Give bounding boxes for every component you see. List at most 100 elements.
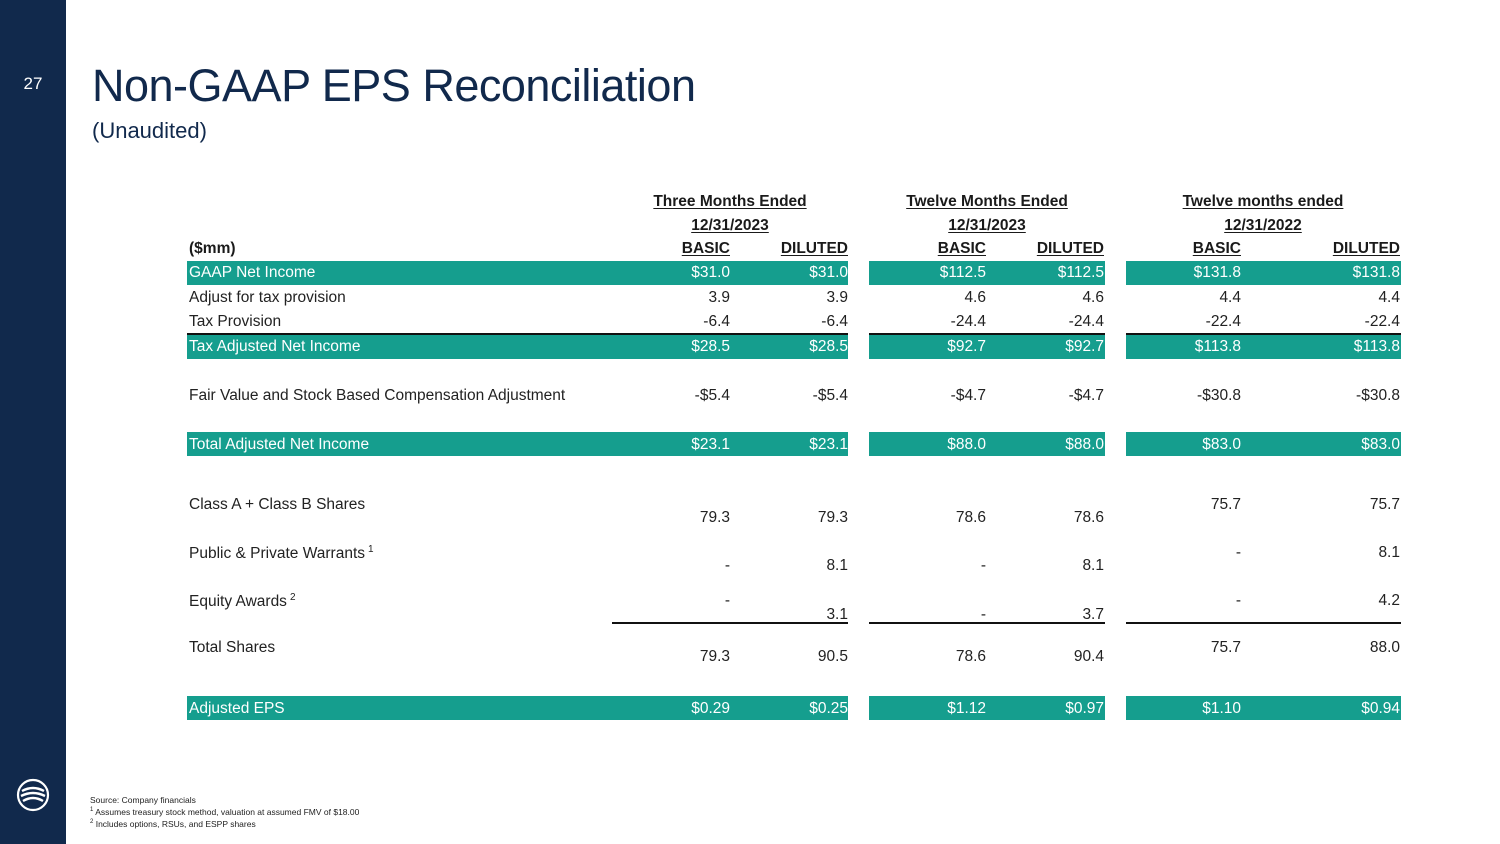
table-cell: 4.2 — [1378, 592, 1400, 609]
table-cell: 78.6 — [955, 648, 986, 665]
row-label-total-shares: Total Shares — [189, 639, 276, 656]
table-cell: $113.8 — [1194, 338, 1241, 355]
row-label-adjusted-eps: Adjusted EPS — [189, 700, 285, 717]
source-note: Source: Company financials — [90, 795, 196, 805]
row-label-class-shares: Class A + Class B Shares — [189, 496, 366, 513]
highlight-band — [187, 335, 848, 359]
row-label-tax-adjusted: Tax Adjusted Net Income — [189, 338, 361, 355]
period-1-date: 12/31/2023 — [691, 217, 769, 234]
highlight-band — [1126, 432, 1401, 456]
row-label-tax-provision: Tax Provision — [189, 313, 282, 330]
table-cell: 8.1 — [826, 557, 848, 574]
highlight-band — [869, 261, 1105, 285]
table-cell: 4.4 — [1219, 289, 1241, 306]
table-cell: $131.8 — [1352, 264, 1400, 281]
table-cell: $83.0 — [1202, 436, 1241, 453]
highlight-band — [869, 432, 1105, 456]
table-cell: 75.7 — [1369, 496, 1400, 513]
highlight-band — [1126, 696, 1401, 720]
table-cell: 3.1 — [826, 606, 848, 623]
highlight-band — [187, 261, 848, 285]
row-label-warrants: Public & Private Warrants 1 — [189, 544, 374, 563]
table-cell: $92.7 — [947, 338, 986, 355]
table-cell: $113.8 — [1353, 338, 1400, 355]
footnote-1: 1 Assumes treasury stock method, valuati… — [90, 807, 360, 817]
table-cell: -$4.7 — [950, 387, 986, 404]
table-cell: $23.1 — [809, 436, 848, 453]
table-cell: $28.5 — [809, 338, 848, 355]
highlight-band — [187, 696, 848, 720]
table-cell: - — [980, 557, 986, 574]
diluted-header: DILUTED — [1332, 240, 1400, 257]
period-1-header: Three Months Ended — [653, 193, 807, 210]
divider — [1126, 622, 1401, 624]
table-cell: -$30.8 — [1356, 387, 1400, 404]
table-cell: 3.9 — [826, 289, 848, 306]
table-cell: 8.1 — [1082, 557, 1104, 574]
unit-label: ($mm) — [189, 240, 236, 257]
table-cell: -22.4 — [1364, 313, 1400, 330]
table-cell: $88.0 — [1065, 436, 1104, 453]
table-cell: $28.5 — [691, 338, 730, 355]
table-cell: 78.6 — [955, 509, 986, 526]
period-3-header: Twelve months ended — [1182, 193, 1344, 210]
table-cell: 88.0 — [1369, 639, 1400, 656]
table-cell: $112.5 — [1057, 264, 1104, 281]
divider — [1126, 333, 1401, 335]
table-cell: - — [724, 557, 730, 574]
period-2-date: 12/31/2023 — [948, 217, 1026, 234]
divider — [869, 622, 1105, 624]
table-cell: 90.4 — [1073, 648, 1104, 665]
table-cell: -24.4 — [1068, 313, 1104, 330]
basic-header: BASIC — [937, 240, 986, 257]
table-cell: $92.7 — [1065, 338, 1104, 355]
basic-header: BASIC — [681, 240, 730, 257]
table-cell: $112.5 — [939, 264, 986, 281]
table-cell: 90.5 — [817, 648, 848, 665]
table-cell: -$5.4 — [694, 387, 730, 404]
table-cell: 75.7 — [1210, 639, 1241, 656]
table-cell: $0.29 — [691, 700, 730, 717]
table-cell: 8.1 — [1378, 544, 1400, 561]
table-cell: -$30.8 — [1197, 387, 1241, 404]
page-subtitle: (Unaudited) — [92, 118, 207, 143]
table-cell: $131.8 — [1193, 264, 1241, 281]
table-cell: 4.4 — [1378, 289, 1400, 306]
sidebar — [0, 0, 66, 844]
table-cell: -6.4 — [821, 313, 848, 330]
table-cell: $0.97 — [1065, 700, 1104, 717]
table-cell: - — [980, 606, 986, 623]
footnote-2: 2 Includes options, RSUs, and ESPP share… — [90, 819, 256, 829]
page-number: 27 — [23, 74, 43, 93]
row-label-fair-value: Fair Value and Stock Based Compensation … — [189, 387, 566, 404]
highlight-band — [869, 335, 1105, 359]
highlight-band — [869, 696, 1105, 720]
table-cell: $88.0 — [947, 436, 986, 453]
table-cell: -24.4 — [950, 313, 986, 330]
divider — [612, 622, 848, 624]
highlight-band — [1126, 335, 1401, 359]
table-cell: 78.6 — [1073, 509, 1104, 526]
table-cell: - — [1235, 544, 1241, 561]
table-cell: 3.9 — [708, 289, 730, 306]
table-cell: -$4.7 — [1068, 387, 1104, 404]
table-cell: 3.7 — [1082, 606, 1104, 623]
row-label-total-adjusted: Total Adjusted Net Income — [189, 436, 370, 453]
table-cell: $31.0 — [809, 264, 848, 281]
table-cell: 4.6 — [964, 289, 986, 306]
highlight-band — [187, 432, 848, 456]
table-cell: - — [724, 592, 730, 609]
diluted-header: DILUTED — [780, 240, 848, 257]
table-cell: 79.3 — [699, 509, 730, 526]
divider — [187, 333, 848, 335]
company-logo-icon — [16, 778, 50, 812]
period-3-date: 12/31/2022 — [1224, 217, 1302, 234]
divider — [869, 333, 1105, 335]
page-title: Non-GAAP EPS Reconciliation — [92, 60, 696, 111]
table-cell: $23.1 — [691, 436, 730, 453]
table-cell: $0.25 — [809, 700, 848, 717]
table-cell: $83.0 — [1361, 436, 1400, 453]
table-cell: $31.0 — [691, 264, 730, 281]
table-cell: 4.6 — [1082, 289, 1104, 306]
table-cell: 79.3 — [699, 648, 730, 665]
